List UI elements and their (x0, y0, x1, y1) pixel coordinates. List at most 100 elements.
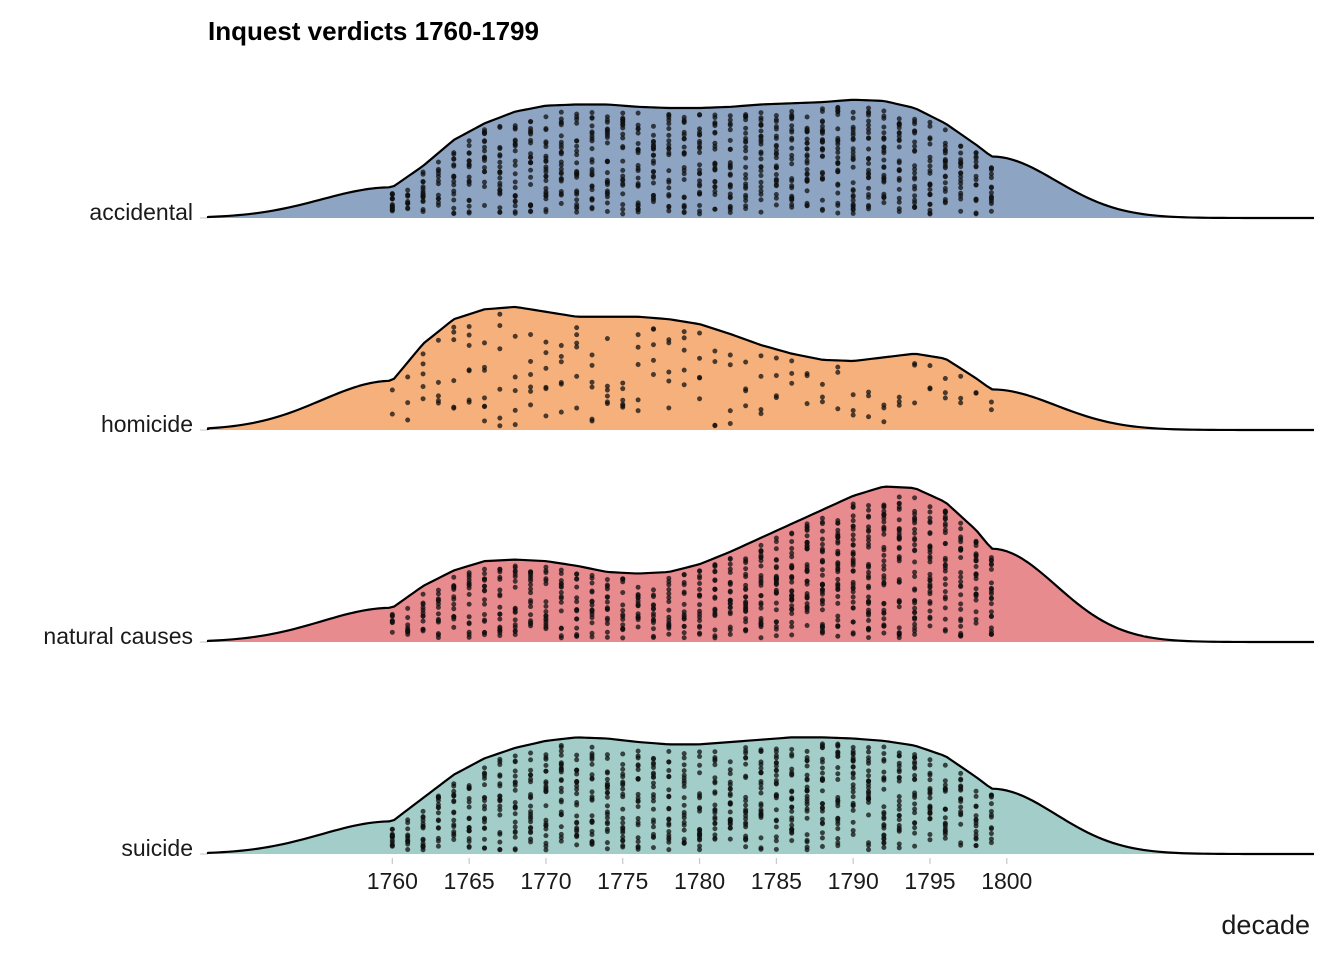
data-point (696, 396, 703, 402)
data-point (881, 844, 887, 851)
data-point (912, 121, 918, 127)
data-point (589, 138, 595, 144)
data-point (835, 826, 841, 832)
data-point (435, 611, 442, 617)
data-point (912, 520, 918, 526)
data-point (497, 159, 503, 165)
data-point (635, 397, 641, 403)
data-point (435, 825, 442, 831)
data-point (912, 751, 918, 758)
data-point (635, 584, 641, 590)
data-point (850, 115, 856, 121)
data-point (681, 601, 687, 607)
data-point (620, 143, 626, 150)
data-point (819, 546, 826, 552)
data-point (727, 779, 733, 785)
data-point (481, 782, 488, 788)
data-point (727, 121, 733, 127)
data-point (666, 378, 672, 384)
data-point (650, 844, 657, 851)
data-point (958, 777, 964, 783)
data-point (620, 820, 626, 826)
data-point (927, 201, 933, 207)
data-point (773, 589, 779, 595)
x-tick-label: 1785 (751, 868, 802, 894)
data-point (604, 811, 610, 817)
data-point (743, 748, 749, 754)
data-point (850, 594, 856, 600)
data-point (696, 211, 703, 217)
data-point (865, 507, 872, 513)
data-point (574, 783, 580, 789)
data-point (497, 591, 503, 598)
data-point (527, 154, 534, 160)
data-point (527, 384, 534, 390)
data-point (558, 767, 564, 773)
data-point (727, 588, 733, 594)
data-point (604, 828, 610, 835)
data-point (927, 543, 933, 549)
data-point (666, 340, 672, 346)
data-point (574, 168, 580, 174)
data-point (758, 128, 764, 134)
data-point (773, 749, 779, 755)
data-point (512, 811, 518, 817)
points-homicide (389, 311, 995, 429)
data-point (681, 809, 687, 816)
data-point (604, 605, 610, 611)
data-point (958, 579, 964, 585)
data-point (435, 604, 442, 610)
data-point (481, 570, 488, 577)
data-point (973, 155, 979, 161)
data-point (912, 147, 918, 154)
data-point (819, 821, 826, 827)
data-point (527, 586, 534, 592)
data-point (942, 823, 948, 829)
data-point (743, 403, 749, 409)
data-point (773, 791, 779, 798)
data-point (527, 825, 534, 831)
data-point (451, 783, 457, 789)
data-point (543, 826, 549, 832)
data-point (666, 191, 672, 198)
data-point (988, 175, 995, 181)
data-point (850, 751, 856, 757)
data-point (620, 211, 626, 217)
data-point (835, 534, 841, 540)
data-point (420, 383, 426, 390)
data-point (988, 812, 995, 818)
data-point (712, 612, 718, 619)
data-point (912, 193, 918, 199)
data-point (773, 607, 779, 613)
data-point (896, 604, 902, 610)
data-point (896, 806, 902, 812)
data-point (543, 169, 549, 175)
data-point (773, 393, 779, 399)
data-point (696, 611, 703, 617)
data-point (758, 765, 764, 771)
data-point (543, 114, 549, 120)
data-point (988, 208, 995, 214)
data-point (881, 580, 887, 586)
data-point (712, 789, 718, 795)
data-point (927, 168, 933, 174)
data-point (481, 825, 488, 831)
data-point (620, 780, 626, 787)
data-point (758, 184, 764, 190)
data-point (696, 805, 703, 811)
data-point (988, 561, 995, 567)
data-point (850, 164, 856, 170)
data-point (942, 516, 948, 522)
data-point (896, 760, 902, 766)
data-point (850, 757, 856, 763)
data-point (835, 155, 841, 161)
data-point (912, 362, 918, 368)
data-point (973, 196, 979, 202)
data-point (789, 603, 795, 609)
data-point (789, 795, 795, 801)
data-point (912, 139, 918, 145)
data-point (466, 782, 472, 789)
data-point (789, 530, 795, 536)
data-point (896, 175, 902, 181)
data-point (604, 629, 610, 635)
